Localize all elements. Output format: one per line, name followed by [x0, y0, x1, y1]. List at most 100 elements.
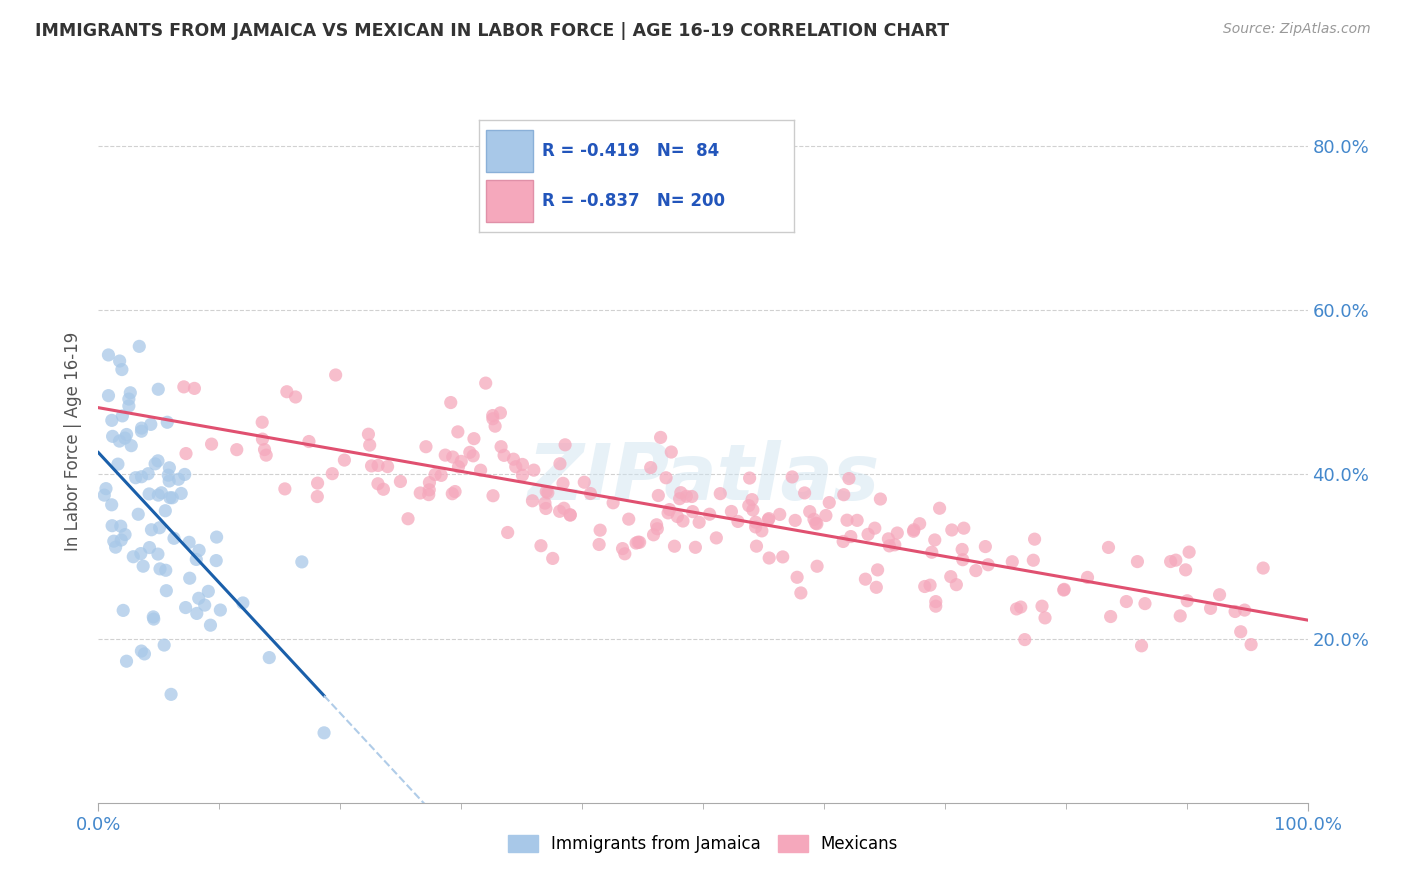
- Point: [704, 531, 727, 545]
- Point: [484, 419, 506, 434]
- Point: [325, 368, 347, 382]
- Point: [1099, 609, 1122, 624]
- Point: [225, 442, 247, 457]
- Point: [908, 516, 931, 531]
- Point: [1130, 639, 1153, 653]
- Point: [118, 399, 141, 413]
- Point: [786, 570, 808, 584]
- Point: [101, 518, 124, 533]
- Point: [359, 438, 381, 452]
- Point: [447, 459, 470, 474]
- Point: [142, 612, 165, 626]
- Point: [839, 530, 862, 544]
- Point: [675, 489, 697, 503]
- Point: [977, 558, 1000, 572]
- Point: [869, 491, 891, 506]
- Point: [688, 516, 710, 530]
- Point: [494, 448, 516, 462]
- Point: [1133, 597, 1156, 611]
- Point: [373, 482, 395, 496]
- Point: [537, 485, 560, 500]
- Point: [879, 539, 901, 553]
- Point: [128, 339, 150, 353]
- Point: [877, 532, 900, 546]
- Point: [367, 458, 389, 473]
- Point: [640, 460, 662, 475]
- Point: [1024, 532, 1046, 546]
- Point: [418, 488, 440, 502]
- Point: [101, 413, 124, 427]
- Point: [1233, 603, 1256, 617]
- Point: [307, 490, 329, 504]
- Point: [814, 508, 837, 523]
- Point: [179, 571, 201, 585]
- Point: [274, 482, 297, 496]
- Point: [205, 530, 228, 544]
- Point: [1208, 588, 1230, 602]
- Point: [149, 562, 172, 576]
- Point: [138, 541, 160, 555]
- Point: [657, 506, 679, 520]
- Point: [751, 524, 773, 538]
- Point: [160, 687, 183, 701]
- Point: [804, 516, 827, 531]
- Point: [167, 472, 190, 486]
- Point: [155, 583, 177, 598]
- Point: [170, 486, 193, 500]
- Point: [418, 483, 440, 497]
- Point: [628, 535, 651, 549]
- Point: [141, 523, 163, 537]
- Point: [155, 504, 177, 518]
- Point: [143, 457, 166, 471]
- Point: [548, 457, 571, 471]
- Point: [188, 543, 211, 558]
- Point: [103, 534, 125, 549]
- Point: [855, 572, 877, 586]
- Point: [107, 457, 129, 471]
- Point: [1174, 563, 1197, 577]
- Point: [512, 458, 534, 472]
- Point: [1014, 632, 1036, 647]
- Point: [157, 474, 180, 488]
- Point: [534, 496, 557, 510]
- Point: [699, 507, 721, 521]
- Point: [921, 545, 943, 559]
- Point: [118, 392, 141, 406]
- Point: [650, 430, 672, 444]
- Point: [470, 463, 492, 477]
- Point: [186, 607, 208, 621]
- Point: [415, 440, 437, 454]
- Point: [120, 385, 142, 400]
- Point: [866, 563, 889, 577]
- Point: [450, 454, 472, 468]
- Point: [423, 467, 446, 482]
- Point: [832, 534, 855, 549]
- Point: [1251, 561, 1274, 575]
- Point: [941, 523, 963, 537]
- Point: [818, 495, 841, 509]
- Point: [155, 563, 177, 577]
- Point: [259, 650, 281, 665]
- Point: [357, 427, 380, 442]
- Point: [114, 431, 136, 445]
- Point: [1097, 541, 1119, 555]
- Point: [945, 577, 967, 591]
- Point: [463, 449, 485, 463]
- Point: [835, 513, 858, 527]
- Point: [163, 531, 186, 545]
- Point: [903, 524, 925, 539]
- Point: [758, 551, 780, 566]
- Point: [108, 434, 131, 448]
- Point: [523, 463, 546, 477]
- Point: [579, 486, 602, 500]
- Point: [530, 539, 553, 553]
- Point: [925, 599, 948, 614]
- Point: [939, 569, 962, 583]
- Point: [613, 547, 636, 561]
- Point: [97, 389, 120, 403]
- Point: [1164, 553, 1187, 567]
- Point: [463, 432, 485, 446]
- Point: [799, 505, 821, 519]
- Point: [482, 489, 505, 503]
- Point: [1053, 582, 1076, 597]
